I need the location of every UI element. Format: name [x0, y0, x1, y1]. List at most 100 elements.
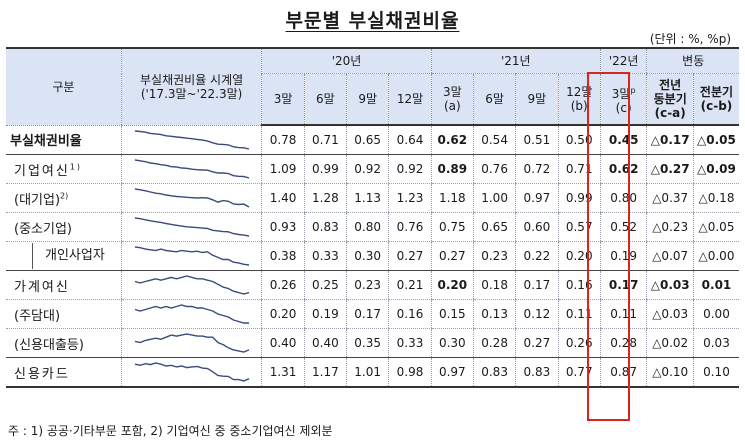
change-yoy-cell: △0.07	[646, 241, 694, 271]
sparkline-cell	[120, 154, 262, 184]
change-yoy-cell: △0.17	[646, 125, 694, 155]
sparkline-line	[134, 188, 249, 208]
value-cell: 0.23	[472, 241, 516, 271]
row-label: 개인사업자	[6, 241, 122, 271]
header-21-q4: 12말 (b)	[557, 73, 601, 126]
value-cell: 1.13	[346, 183, 389, 213]
value-cell: 0.52	[599, 212, 647, 242]
value-cell: 0.92	[388, 154, 432, 184]
change-yoy-cell: △0.03	[646, 270, 694, 300]
value-cell: 0.83	[472, 357, 516, 388]
header-20-q3: 9말	[346, 73, 389, 126]
value-cell: 0.65	[346, 125, 389, 155]
value-cell: 0.98	[388, 357, 432, 388]
value-cell: 0.28	[599, 328, 647, 358]
value-cell: 0.16	[388, 299, 432, 329]
row-label: 부실채권비율	[6, 125, 122, 155]
sparkline-cell	[120, 125, 262, 155]
value-cell: 0.99	[303, 154, 347, 184]
value-cell: 0.40	[303, 328, 347, 358]
sparkline-line	[134, 275, 249, 295]
sparkline-cell	[120, 299, 262, 329]
sparkline-line	[134, 333, 249, 353]
value-cell: 0.80	[346, 212, 389, 242]
table-row: (신용대출등) 0.40 0.40 0.35 0.33 0.30 0.28 0.27 0.26 0…	[6, 328, 739, 358]
sparkline-cell	[120, 241, 262, 271]
header-21-q1: 3말 (a)	[430, 73, 474, 126]
table-row: (대기업)2) 1.40 1.28 1.13 1.23 1.18 1.00 0.97 0.99 0…	[6, 183, 739, 213]
row-label: (대기업)2)	[6, 183, 122, 213]
value-cell: 0.64	[388, 125, 432, 155]
value-cell: 0.65	[472, 212, 516, 242]
value-cell: 0.17	[515, 270, 559, 300]
header-20-q4: 12말	[388, 73, 432, 126]
value-cell: 0.30	[430, 328, 474, 358]
row-label: 기업여신1)	[6, 154, 122, 184]
header-20-q1: 3말	[261, 73, 305, 126]
table-row: (주담대) 0.20 0.19 0.17 0.16 0.15 0.13 0.12 0.11 0.1…	[6, 299, 739, 329]
value-cell: 0.35	[346, 328, 389, 358]
value-cell: 0.78	[261, 125, 305, 155]
table-row: 기업여신1) 1.09 0.99 0.92 0.92 0.89 0.76 0.72 0.71 0.…	[6, 154, 739, 184]
sparkline	[134, 188, 249, 208]
value-cell: 0.57	[557, 212, 601, 242]
sparkline-line	[134, 304, 249, 324]
change-qoq-cell: △0.05	[692, 125, 739, 155]
value-cell: 0.27	[388, 241, 432, 271]
value-cell: 0.51	[515, 125, 559, 155]
header-change-yoy: 전년 동분기 (c-a)	[646, 73, 694, 126]
unit-label: (단위 : %, %p)	[649, 32, 731, 46]
value-cell: 1.18	[430, 183, 474, 213]
sparkline-line	[134, 362, 249, 382]
value-cell: 1.23	[388, 183, 432, 213]
header-21-q2: 6말	[472, 73, 516, 126]
sparkline-cell	[120, 270, 262, 300]
header-21-q3: 9말	[515, 73, 559, 126]
value-cell: 0.22	[515, 241, 559, 271]
sparkline	[134, 246, 249, 266]
value-cell: 0.25	[303, 270, 347, 300]
value-cell: 0.27	[430, 241, 474, 271]
change-yoy-cell: △0.10	[646, 357, 694, 388]
change-yoy-cell: △0.02	[646, 328, 694, 358]
value-cell: 0.19	[599, 241, 647, 271]
value-cell: 0.27	[515, 328, 559, 358]
change-yoy-cell: △0.37	[646, 183, 694, 213]
value-cell: 0.80	[599, 183, 647, 213]
change-qoq-cell: △0.05	[692, 212, 739, 242]
header-series: 부실채권비율 시계열 ('17.3말~'22.3말)	[120, 48, 262, 126]
value-cell: 0.17	[346, 299, 389, 329]
sparkline	[134, 275, 249, 295]
value-cell: 0.15	[430, 299, 474, 329]
value-cell: 0.45	[599, 125, 647, 155]
value-cell: 0.76	[472, 154, 516, 184]
page-title: 부문별 부실채권비율	[285, 10, 460, 32]
header-22-q1: 3말p (c)	[599, 73, 647, 126]
value-cell: 0.97	[515, 183, 559, 213]
value-cell: 0.20	[430, 270, 474, 300]
value-cell: 0.76	[388, 212, 432, 242]
sparkline-cell	[120, 328, 262, 358]
header-2020: '20년	[261, 48, 432, 74]
npl-table: 구분 부실채권비율 시계열 ('17.3말~'22.3말) '20년 '21년 '…	[6, 47, 739, 388]
value-cell: 0.62	[430, 125, 474, 155]
header-group: 구분	[6, 48, 122, 126]
row-label: (신용대출등)	[6, 328, 122, 358]
value-cell: 0.16	[557, 270, 601, 300]
value-cell: 0.33	[303, 241, 347, 271]
value-cell: 0.19	[303, 299, 347, 329]
value-cell: 0.62	[599, 154, 647, 184]
change-qoq-cell: △0.09	[692, 154, 739, 184]
header-2021: '21년	[430, 48, 601, 74]
value-cell: 1.09	[261, 154, 305, 184]
sparkline	[134, 304, 249, 324]
table-row: 신용카드 1.31 1.17 1.01 0.98 0.97 0.83 0.83 0.77 0.87…	[6, 357, 739, 388]
sparkline-line	[134, 130, 249, 150]
row-label: 가계여신	[6, 270, 122, 300]
change-qoq-cell: △0.18	[692, 183, 739, 213]
sparkline-line	[134, 246, 249, 266]
value-cell: 0.83	[515, 357, 559, 388]
change-yoy-cell: △0.03	[646, 299, 694, 329]
value-cell: 0.89	[430, 154, 474, 184]
value-cell: 0.92	[346, 154, 389, 184]
